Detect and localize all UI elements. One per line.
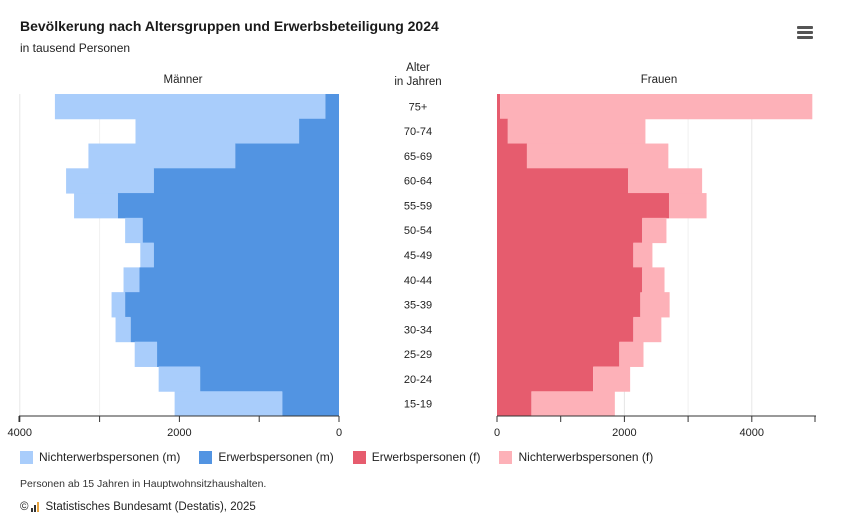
bar-nichterwerbspersonen-f <box>619 341 644 367</box>
age-category-label: 30-34 <box>404 324 432 336</box>
bar-erwerbspersonen-m <box>325 94 339 120</box>
panel-label-frauen: Frauen <box>641 74 677 86</box>
age-category-label: 20-24 <box>404 374 432 386</box>
bar-nichterwerbspersonen-m <box>134 341 158 367</box>
bar-nichterwerbspersonen-f <box>633 242 653 268</box>
age-category-label: 35-39 <box>404 300 432 312</box>
bar-nichterwerbspersonen-f <box>526 143 669 169</box>
bar-erwerbspersonen-m <box>282 391 339 417</box>
bar-erwerbspersonen-m <box>130 316 339 343</box>
source-line: © Statistisches Bundesamt (Destatis), 20… <box>20 501 256 513</box>
bar-nichterwerbspersonen-m <box>174 391 283 417</box>
copyright-symbol: © <box>20 501 29 513</box>
chart-legend: Nichterwerbspersonen (m) Erwerbspersonen… <box>20 450 672 464</box>
panel-label-maenner: Männer <box>164 74 203 86</box>
legend-swatch <box>20 450 33 464</box>
x-tick-label: 2000 <box>167 427 191 439</box>
bar-nichterwerbspersonen-m <box>111 292 126 318</box>
bar-nichterwerbspersonen-f <box>500 94 813 120</box>
age-category-label: 45-49 <box>404 250 432 262</box>
bar-erwerbspersonen-m <box>157 341 339 367</box>
bar-erwerbspersonen-f <box>497 391 532 417</box>
legend-item-nichterwerbspersonen-f[interactable]: Nichterwerbspersonen (f) <box>499 450 653 464</box>
age-category-label: 55-59 <box>404 200 432 212</box>
bar-erwerbspersonen-m <box>117 193 339 219</box>
hamburger-menu-icon[interactable] <box>797 26 813 40</box>
legend-label: Nichterwerbspersonen (f) <box>518 450 654 464</box>
age-category-label: 40-44 <box>404 275 432 287</box>
age-category-label: 25-29 <box>404 349 432 361</box>
footnote: Personen ab 15 Jahren in Hauptwohnsitzha… <box>20 478 267 490</box>
bar-nichterwerbspersonen-f <box>628 168 703 194</box>
x-tick-label: 0 <box>494 427 500 439</box>
bar-erwerbspersonen-f <box>497 168 629 194</box>
legend-swatch <box>199 450 213 464</box>
center-axis-title: in Jahren <box>394 76 441 88</box>
legend-item-erwerbspersonen-f[interactable]: Erwerbspersonen (f) <box>352 450 481 464</box>
chart-subtitle: in tausend Personen <box>20 41 131 55</box>
bar-erwerbspersonen-f <box>497 217 643 244</box>
bar-nichterwerbspersonen-m <box>125 217 143 244</box>
legend-item-erwerbspersonen-m[interactable]: Erwerbspersonen (m) <box>199 450 334 464</box>
legend-label: Erwerbspersonen (f) <box>371 450 481 464</box>
chart-title: Bevölkerung nach Altersgruppen und Erwer… <box>20 18 439 34</box>
bar-erwerbspersonen-f <box>497 267 643 293</box>
legend-swatch <box>499 450 513 464</box>
bar-nichterwerbspersonen-f <box>593 366 631 392</box>
bar-nichterwerbspersonen-f <box>668 193 707 219</box>
bar-nichterwerbspersonen-f <box>531 391 615 417</box>
bar-erwerbspersonen-f <box>497 242 634 268</box>
bar-erwerbspersonen-m <box>125 292 339 318</box>
bar-nichterwerbspersonen-m <box>135 118 300 145</box>
legend-label: Nichterwerbspersonen (m) <box>39 450 181 464</box>
bar-nichterwerbspersonen-m <box>115 316 131 343</box>
bar-erwerbspersonen-m <box>200 366 339 392</box>
bar-nichterwerbspersonen-m <box>158 366 201 392</box>
age-category-label: 70-74 <box>404 126 432 138</box>
x-tick-label: 0 <box>336 427 342 439</box>
bar-erwerbspersonen-f <box>497 118 508 145</box>
bar-erwerbspersonen-f <box>497 292 641 318</box>
bar-nichterwerbspersonen-m <box>54 94 326 120</box>
bar-nichterwerbspersonen-f <box>642 267 665 293</box>
age-category-label: 50-54 <box>404 225 432 237</box>
bar-nichterwerbspersonen-m <box>123 267 140 293</box>
bar-erwerbspersonen-f <box>497 316 634 343</box>
x-tick-label: 4000 <box>8 427 32 439</box>
bar-erwerbspersonen-f <box>497 143 527 169</box>
age-category-label: 60-64 <box>404 176 432 188</box>
bar-erwerbspersonen-m <box>142 217 339 244</box>
center-axis-title: Alter <box>406 62 430 74</box>
bar-nichterwerbspersonen-m <box>88 143 236 169</box>
age-category-label: 75+ <box>409 101 428 113</box>
bar-nichterwerbspersonen-f <box>633 316 662 343</box>
legend-item-nichterwerbspersonen-m[interactable]: Nichterwerbspersonen (m) <box>20 450 180 464</box>
bar-erwerbspersonen-m <box>153 168 339 194</box>
population-pyramid-chart: 75+ 70-74 65-69 60-64 55-59 50-54 45-49 40-44 35… <box>8 62 816 439</box>
age-category-label: 65-69 <box>404 151 432 163</box>
bar-nichterwerbspersonen-m <box>66 168 154 194</box>
bar-nichterwerbspersonen-f <box>507 118 646 145</box>
bar-erwerbspersonen-m <box>153 242 339 268</box>
bar-erwerbspersonen-f <box>497 341 620 367</box>
legend-swatch <box>352 450 366 464</box>
bar-nichterwerbspersonen-m <box>74 193 118 219</box>
bar-erwerbspersonen-f <box>497 193 669 219</box>
x-tick-label: 4000 <box>740 427 764 439</box>
legend-label: Erwerbspersonen (m) <box>218 450 334 464</box>
bar-erwerbspersonen-m <box>235 143 339 169</box>
destatis-logo-icon <box>31 502 40 512</box>
bar-erwerbspersonen-m <box>139 267 339 293</box>
source-text: Statistisches Bundesamt (Destatis), 2025 <box>45 501 256 513</box>
bar-nichterwerbspersonen-f <box>642 217 667 244</box>
bar-erwerbspersonen-f <box>497 366 594 392</box>
age-category-label: 15-19 <box>404 399 432 411</box>
bar-nichterwerbspersonen-f <box>640 292 670 318</box>
bar-erwerbspersonen-f <box>497 94 501 120</box>
x-tick-label: 2000 <box>612 427 636 439</box>
bar-nichterwerbspersonen-m <box>140 242 154 268</box>
bar-erwerbspersonen-m <box>299 118 339 145</box>
